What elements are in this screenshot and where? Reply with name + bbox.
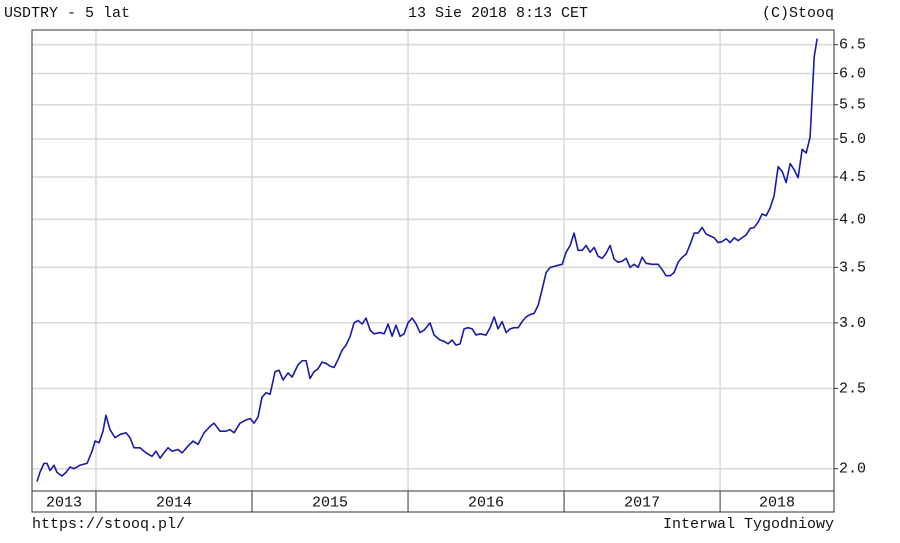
y-tick-label: 6.0: [839, 65, 866, 82]
y-tick-label: 3.5: [839, 259, 866, 276]
plot-background: [32, 30, 834, 491]
chart-date: 13 Sie 2018 8:13 CET: [408, 5, 588, 22]
x-tick-label: 2016: [468, 494, 504, 511]
y-tick-label: 4.0: [839, 211, 866, 228]
y-tick-label: 2.5: [839, 380, 866, 397]
y-tick-label: 6.5: [839, 37, 866, 54]
price-line: [36, 38, 818, 482]
x-tick-label: 2014: [156, 494, 192, 511]
footer-url: https://stooq.pl/: [32, 516, 185, 533]
y-tick-label: 5.5: [839, 97, 866, 114]
x-tick-label: 2015: [312, 494, 348, 511]
y-tick-label: 2.0: [839, 461, 866, 478]
x-tick-label: 2017: [624, 494, 660, 511]
x-axis-frame: [31, 490, 835, 513]
copyright: (C)Stooq: [762, 5, 834, 22]
chart-title: USDTRY - 5 lat: [4, 5, 130, 22]
y-tick-label: 5.0: [839, 131, 866, 148]
footer-interval: Interwal Tygodniowy: [663, 516, 834, 533]
x-tick-label: 2013: [46, 494, 82, 511]
x-tick-label: 2018: [759, 494, 795, 511]
y-tick-label: 4.5: [839, 169, 866, 186]
y-tick-label: 3.0: [839, 315, 866, 332]
